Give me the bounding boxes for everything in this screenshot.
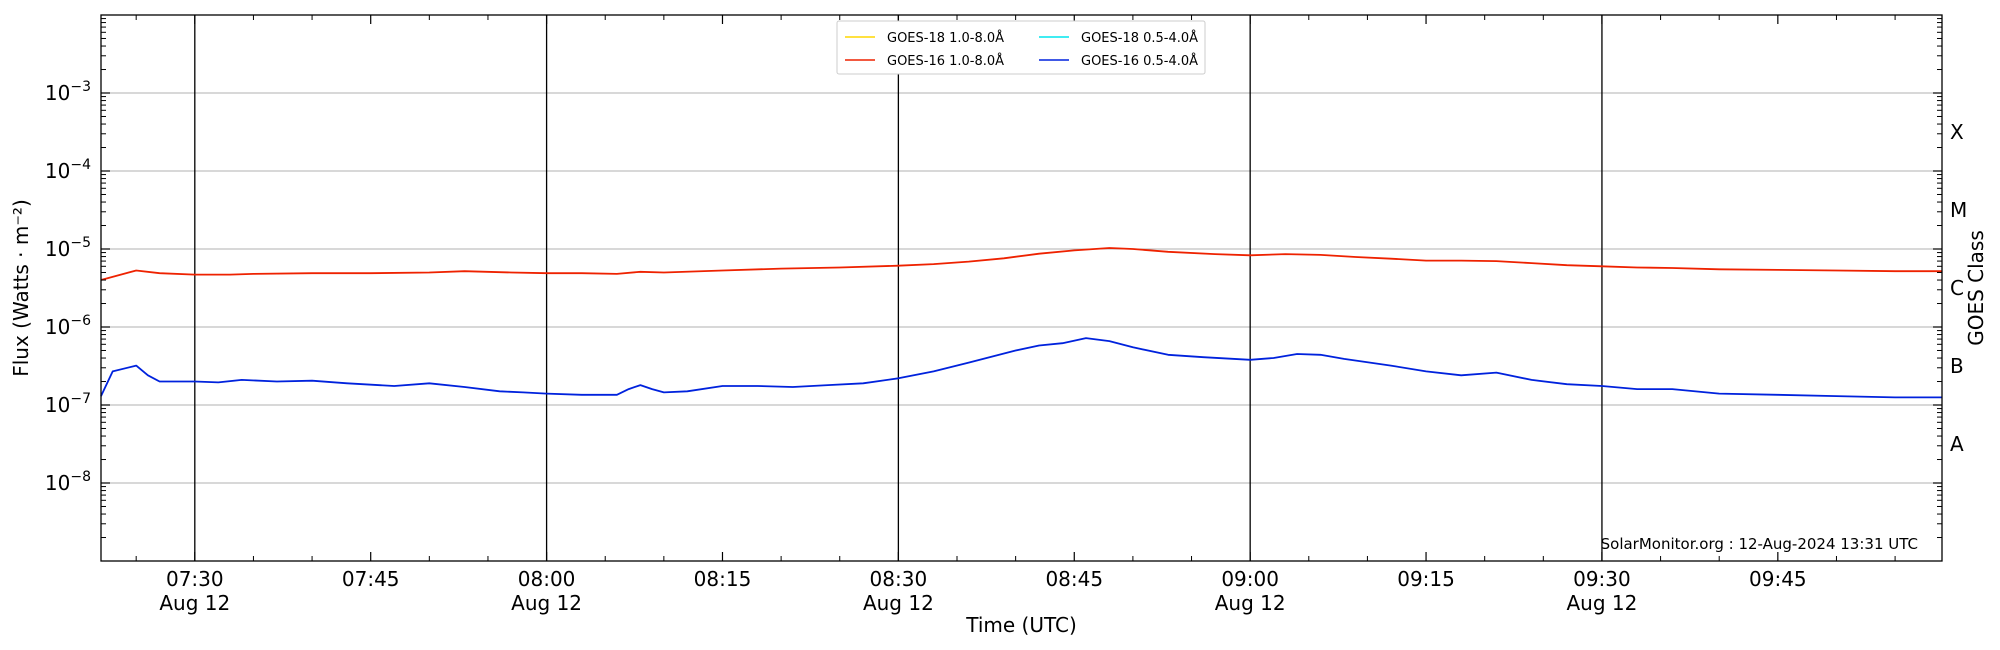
x-tick-label: 08:45: [1045, 567, 1103, 591]
plot-frame: [100, 14, 1943, 562]
x-tick-label: 08:30: [870, 567, 928, 591]
y-tick-label: 10−5: [45, 235, 91, 261]
y-tick-label: 10−6: [45, 313, 91, 339]
x-tick-label: 08:00: [518, 567, 576, 591]
x-tick-label: 09:45: [1749, 567, 1807, 591]
series-line: [100, 247, 1942, 281]
series-layer: [100, 247, 1942, 399]
y2-axis-title: GOES Class: [1964, 230, 1988, 346]
legend-entry-label: GOES-16 0.5-4.0Å: [1081, 53, 1198, 69]
goes-class-label: X: [1950, 120, 1964, 144]
x-tick-label: 09:15: [1397, 567, 1455, 591]
goes-class-label: A: [1950, 432, 1964, 456]
goes-class-label: M: [1950, 198, 1967, 222]
legend-entry-label: GOES-18 1.0-8.0Å: [887, 30, 1004, 46]
y-tick-label: 10−7: [45, 391, 91, 417]
vline-layer: [194, 15, 1603, 561]
y-tick-label: 10−4: [45, 157, 91, 183]
y-tick-label: 10−8: [45, 469, 91, 495]
legend-entry-label: GOES-16 1.0-8.0Å: [887, 53, 1004, 69]
legend: GOES-18 1.0-8.0Å GOES-16 1.0-8.0Å GOES-18 …: [836, 20, 1206, 75]
credit-text: SolarMonitor.org : 12-Aug-2024 13:31 UTC: [1601, 535, 1918, 553]
x-tick-label: 08:15: [694, 567, 752, 591]
goes-class-label: B: [1950, 354, 1964, 378]
x-tick-label: 09:30: [1573, 567, 1631, 591]
x-tick-sublabel: Aug 12: [863, 591, 934, 615]
x-tick-label: 09:00: [1221, 567, 1279, 591]
x-tick-sublabel: Aug 12: [511, 591, 582, 615]
x-tick-sublabel: Aug 12: [159, 591, 230, 615]
series-line: [100, 337, 1942, 399]
x-tick-sublabel: Aug 12: [1567, 591, 1638, 615]
x-tick-sublabel: Aug 12: [1215, 591, 1286, 615]
legend-box: [836, 20, 1206, 75]
legend-entry-label: GOES-18 0.5-4.0Å: [1081, 30, 1198, 46]
goes-class-label: C: [1950, 276, 1964, 300]
y-axis-title: Flux (Watts · m⁻²): [9, 199, 33, 377]
grid-layer: [101, 92, 1942, 484]
x-tick-label: 07:45: [342, 567, 400, 591]
x-tick-label: 07:30: [166, 567, 224, 591]
x-axis-title: Time (UTC): [965, 613, 1077, 637]
y-tick-label: 10−3: [45, 79, 91, 105]
